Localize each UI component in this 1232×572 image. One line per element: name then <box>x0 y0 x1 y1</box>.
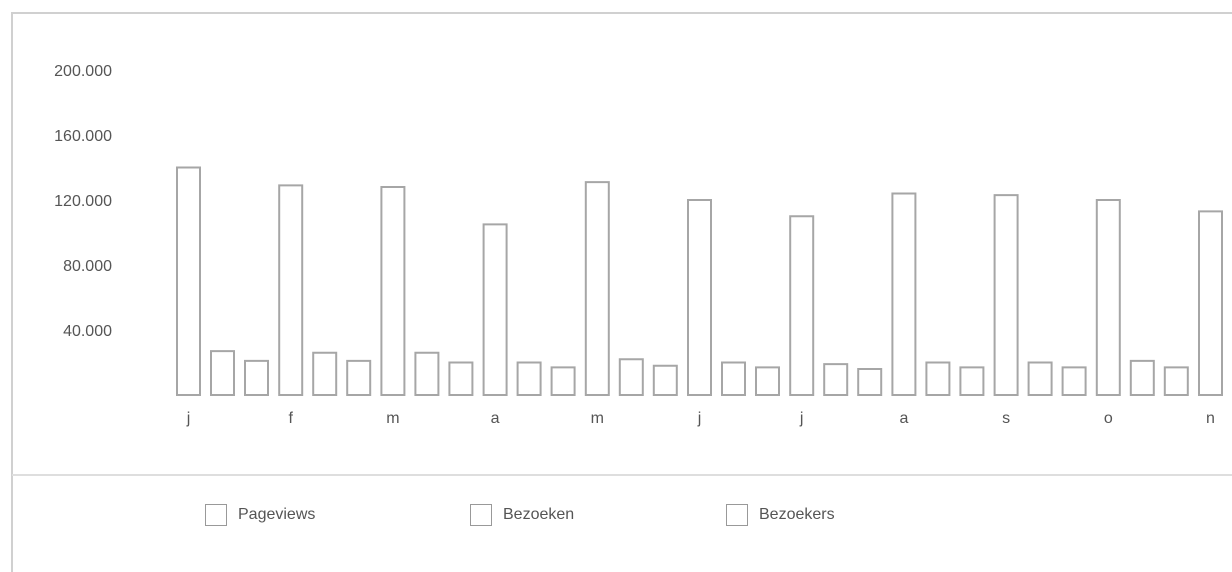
bar-bezoeken[interactable] <box>312 351 338 396</box>
y-tick-label: 40.000 <box>63 323 112 340</box>
legend-swatch[interactable] <box>470 504 492 526</box>
bar-pageviews[interactable] <box>891 192 917 396</box>
bar-bezoekers[interactable] <box>550 366 576 396</box>
y-axis: 40.000 80.000 120.000 160.000 200.000 <box>54 63 112 340</box>
bar-pageviews[interactable] <box>278 184 304 396</box>
bar-pageviews[interactable] <box>789 215 815 396</box>
legend: Pageviews Bezoeken Bezoekers <box>0 500 1232 530</box>
y-tick-label: 80.000 <box>63 258 112 275</box>
bar-bezoekers[interactable] <box>959 366 985 396</box>
bar-bezoekers[interactable] <box>857 368 883 396</box>
legend-swatch[interactable] <box>726 504 748 526</box>
bar-pageviews[interactable] <box>687 199 712 396</box>
bar-pageviews[interactable] <box>1198 210 1223 396</box>
bar-bezoekers[interactable] <box>244 359 269 396</box>
bar-bezoekers[interactable] <box>448 361 474 396</box>
legend-label: Pageviews <box>238 506 316 523</box>
bar-bezoeken[interactable] <box>1129 359 1155 396</box>
bar-pageviews[interactable] <box>584 181 610 396</box>
x-tick-label: f <box>288 410 293 427</box>
bar-bezoekers[interactable] <box>1163 366 1189 396</box>
bar-bezoeken[interactable] <box>414 351 440 396</box>
bar-bezoekers[interactable] <box>1061 366 1087 396</box>
bar-bezoeken[interactable] <box>925 361 951 396</box>
bar-chart: 40.000 80.000 120.000 160.000 200.000 j f m a m j… <box>54 63 1223 427</box>
x-tick-label: j <box>697 410 702 427</box>
x-tick-label: m <box>591 410 604 427</box>
x-tick-label: j <box>799 410 804 427</box>
bar-pageviews[interactable] <box>993 194 1019 396</box>
legend-label: Bezoeken <box>503 506 575 523</box>
y-tick-label: 120.000 <box>54 193 112 210</box>
x-tick-label: a <box>491 410 500 427</box>
bar-bezoeken[interactable] <box>823 363 849 396</box>
bar-bezoekers[interactable] <box>755 366 780 396</box>
bars <box>176 166 1223 396</box>
bar-bezoeken[interactable] <box>721 361 746 396</box>
bar-bezoeken[interactable] <box>516 361 542 396</box>
x-tick-label: o <box>1104 410 1113 427</box>
bar-pageviews[interactable] <box>482 223 508 396</box>
chart-frame <box>11 12 1232 572</box>
bar-pageviews[interactable] <box>1095 199 1121 396</box>
x-tick-label: m <box>386 410 399 427</box>
y-tick-label: 160.000 <box>54 128 112 145</box>
bar-bezoekers[interactable] <box>652 364 678 396</box>
legend-swatch[interactable] <box>205 504 227 526</box>
x-axis: jfmamjjasond <box>186 410 1215 427</box>
legend-label: Bezoekers <box>759 506 835 523</box>
legend-divider <box>12 474 1232 476</box>
bar-pageviews[interactable] <box>380 186 406 396</box>
x-tick-label: n <box>1206 410 1215 427</box>
y-tick-label: 200.000 <box>54 63 112 80</box>
x-tick-label: a <box>899 410 908 427</box>
bar-bezoeken[interactable] <box>618 358 644 396</box>
bar-bezoekers[interactable] <box>346 359 372 396</box>
bar-pageviews[interactable] <box>176 166 201 396</box>
bar-bezoeken[interactable] <box>210 350 235 396</box>
x-tick-label: j <box>186 410 191 427</box>
bar-bezoeken[interactable] <box>1027 361 1053 396</box>
x-tick-label: s <box>1002 410 1010 427</box>
